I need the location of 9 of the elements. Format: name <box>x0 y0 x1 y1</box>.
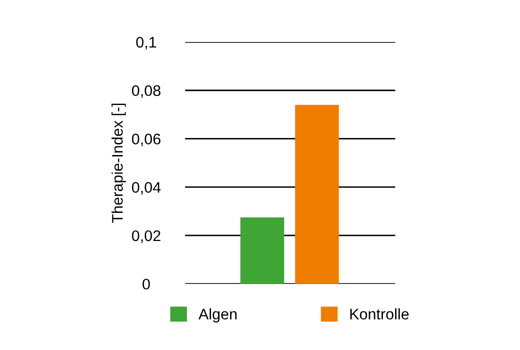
legend-label: Kontrolle <box>350 308 409 320</box>
y-axis-title: Therapie-Index [-] <box>112 104 126 223</box>
y-tick-label: 0,06 <box>132 134 160 146</box>
y-tick-label: 0,08 <box>132 85 160 98</box>
y-tick-label: 0,04 <box>132 182 161 195</box>
y-tick-label: 0,1 <box>136 36 156 50</box>
legend-label: Algen <box>198 308 237 323</box>
y-tick-label: 0 <box>142 278 150 290</box>
y-tick-label: 0,02 <box>132 230 160 243</box>
